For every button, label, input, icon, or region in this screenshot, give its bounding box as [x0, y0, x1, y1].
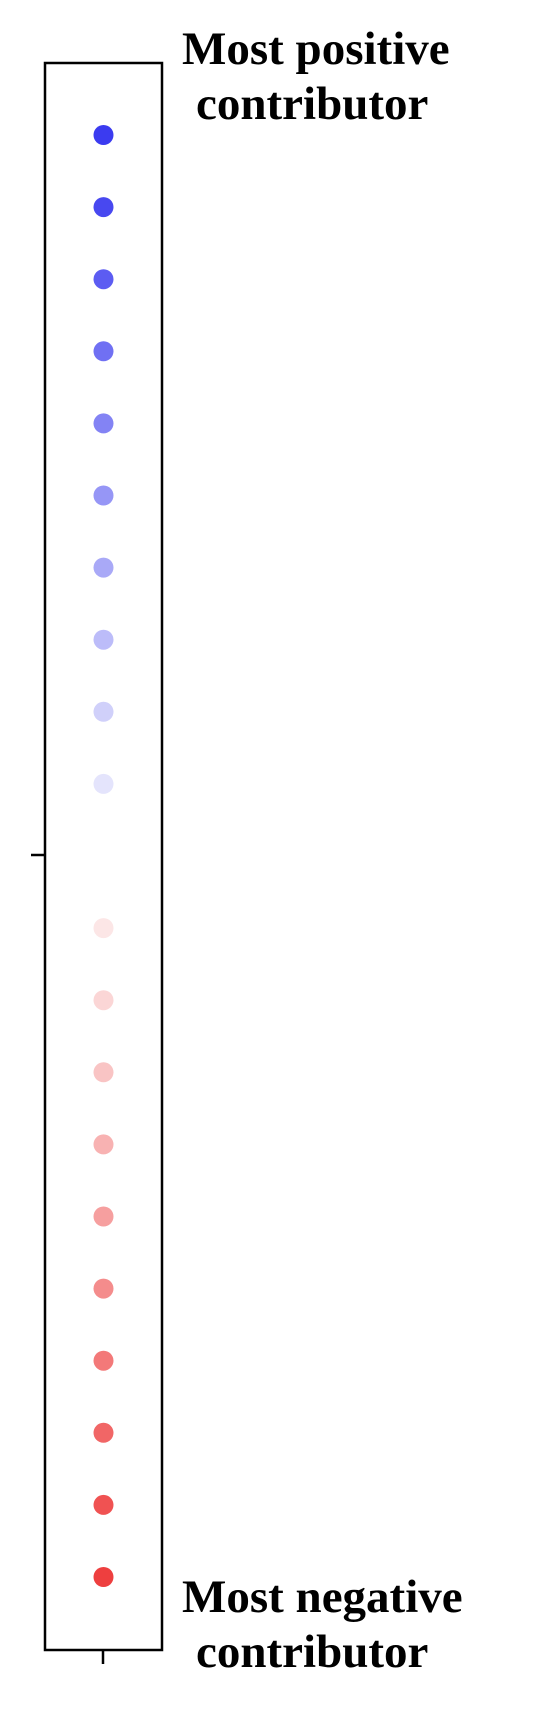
bottom-annotation-line-2: contributor	[196, 1626, 428, 1678]
data-point	[93, 773, 114, 794]
data-point	[93, 629, 114, 650]
data-point	[93, 413, 114, 434]
data-point	[93, 269, 114, 290]
data-point	[93, 1350, 114, 1371]
data-point	[93, 1206, 114, 1227]
data-point	[93, 197, 114, 218]
data-point	[93, 990, 114, 1011]
data-point	[93, 918, 114, 939]
data-point	[93, 1422, 114, 1443]
top-annotation-line-2: contributor	[196, 78, 428, 130]
points-layer	[93, 125, 114, 1587]
data-point	[93, 701, 114, 722]
data-point	[93, 1494, 114, 1515]
top-annotation-line-1: Most positive	[182, 23, 450, 75]
data-point	[93, 1062, 114, 1083]
data-point	[93, 341, 114, 362]
data-point	[93, 557, 114, 578]
data-point	[93, 485, 114, 506]
plot-frame	[43, 61, 164, 1652]
data-point	[93, 1278, 114, 1299]
data-point	[93, 125, 114, 145]
bottom-annotation-line-1: Most negative	[182, 1571, 463, 1623]
data-point	[93, 1134, 114, 1155]
data-point	[93, 1567, 114, 1587]
